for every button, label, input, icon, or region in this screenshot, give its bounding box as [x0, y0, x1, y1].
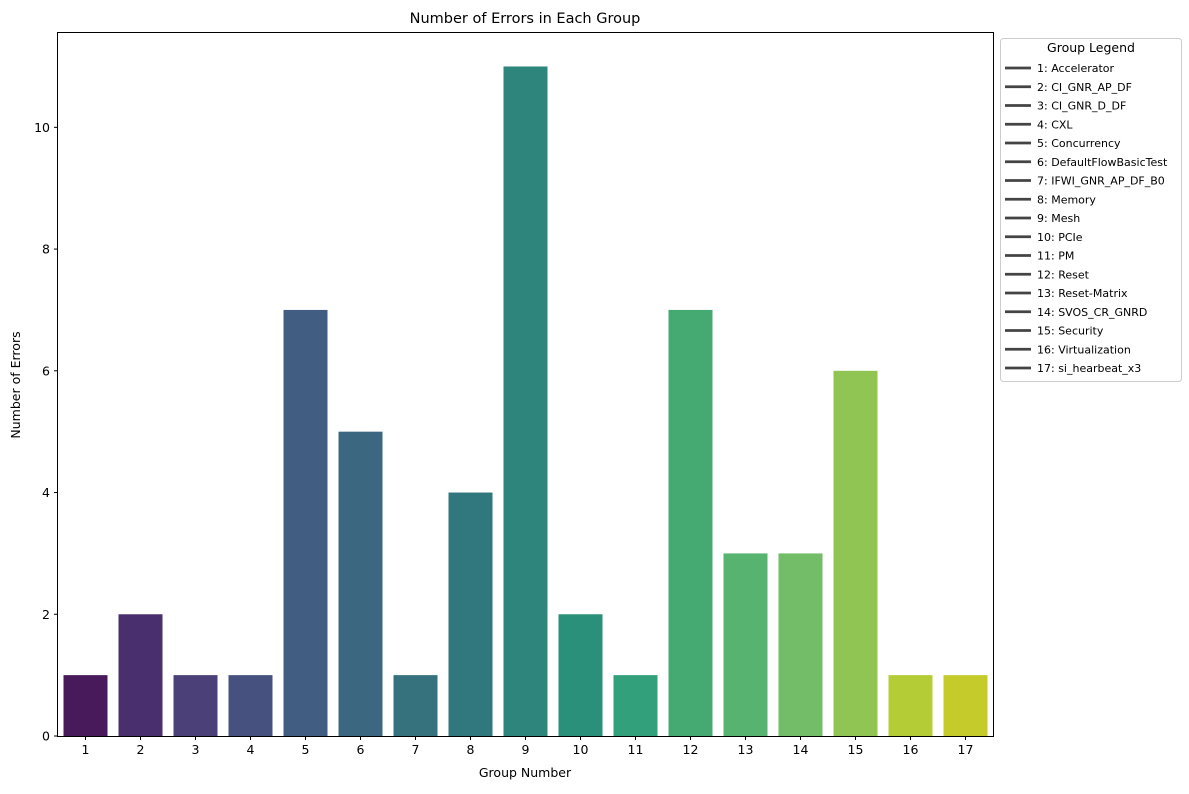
bar-group-10 [558, 614, 603, 736]
legend-entry-label: 1: Accelerator [1037, 62, 1115, 75]
x-tick-label: 15 [848, 742, 864, 757]
x-tick-label: 5 [302, 742, 310, 757]
bar-group-17 [943, 675, 988, 736]
y-tick-label: 4 [42, 485, 50, 500]
bar-group-14 [778, 553, 823, 736]
x-tick-label: 13 [738, 742, 754, 757]
x-axis-ticks: 1 2 3 4 5 6 7 8 9 10 11 12 13 14 15 16 17 [82, 736, 974, 757]
legend-entry-label: 10: PCIe [1037, 231, 1083, 244]
x-tick-label: 4 [247, 742, 255, 757]
legend-entry-label: 4: CXL [1037, 118, 1073, 131]
bar-group-5 [283, 309, 328, 736]
x-tick-label: 2 [137, 742, 145, 757]
y-tick-label: 6 [42, 363, 50, 378]
bar-group-7 [393, 675, 438, 736]
bar-group-9 [503, 66, 548, 737]
bar-group-13 [723, 553, 768, 736]
bar-group-6 [338, 431, 383, 736]
legend-entry-label: 15: Security [1037, 325, 1104, 338]
plot-frame [57, 32, 994, 737]
bar-group [63, 66, 988, 737]
x-tick-label: 3 [192, 742, 200, 757]
x-tick-label: 7 [412, 742, 420, 757]
legend-entry-label: 5: Concurrency [1037, 137, 1121, 150]
y-tick-label: 8 [42, 242, 50, 257]
bar-group-8 [448, 492, 493, 736]
x-tick-label: 8 [467, 742, 475, 757]
y-axis-label: Number of Errors [8, 331, 23, 438]
x-tick-label: 11 [628, 742, 644, 757]
legend-entry-label: 9: Mesh [1037, 212, 1080, 225]
legend-title: Group Legend [1047, 40, 1135, 55]
x-tick-label: 1 [82, 742, 90, 757]
legend-entry-label: 11: PM [1037, 250, 1074, 263]
legend-entry-label: 2: CI_GNR_AP_DF [1037, 81, 1132, 94]
legend-entry-label: 6: DefaultFlowBasicTest [1037, 156, 1168, 169]
x-tick-label: 16 [903, 742, 919, 757]
x-tick-label: 12 [683, 742, 699, 757]
bar-group-15 [833, 370, 878, 736]
x-tick-label: 9 [522, 742, 530, 757]
legend-entry-label: 16: Virtualization [1037, 343, 1131, 356]
legend-entry-label: 17: si_hearbeat_x3 [1037, 362, 1141, 375]
bar-group-3 [173, 675, 218, 736]
bar-group-1 [63, 675, 108, 736]
legend-entry-label: 13: Reset-Matrix [1037, 287, 1128, 300]
chart-title: Number of Errors in Each Group [410, 11, 641, 27]
legend-entry-label: 7: IFWI_GNR_AP_DF_B0 [1037, 175, 1165, 188]
x-tick-label: 6 [357, 742, 365, 757]
y-tick-label: 10 [34, 120, 50, 135]
y-tick-label: 0 [42, 729, 50, 744]
legend-entry-label: 12: Reset [1037, 268, 1090, 281]
x-tick-label: 10 [573, 742, 589, 757]
legend: Group Legend 1: Accelerator 2: CI_GNR_AP_… [1000, 38, 1182, 382]
legend-entry-label: 14: SVOS_CR_GNRD [1037, 306, 1147, 319]
y-tick-label: 2 [42, 607, 50, 622]
legend-entry-label: 3: CI_GNR_D_DF [1037, 100, 1126, 113]
x-tick-label: 14 [793, 742, 809, 757]
bar-group-16 [888, 675, 933, 736]
legend-entries: 1: Accelerator 2: CI_GNR_AP_DF 3: CI_GNR_D… [1005, 62, 1168, 375]
bar-group-12 [668, 309, 713, 736]
x-axis-label: Group Number [479, 765, 572, 780]
bar-group-2 [118, 614, 163, 736]
bar-group-4 [228, 675, 273, 736]
x-tick-label: 17 [958, 742, 974, 757]
bar-group-11 [613, 675, 658, 736]
legend-box [1000, 38, 1182, 382]
legend-entry-label: 8: Memory [1037, 193, 1096, 206]
